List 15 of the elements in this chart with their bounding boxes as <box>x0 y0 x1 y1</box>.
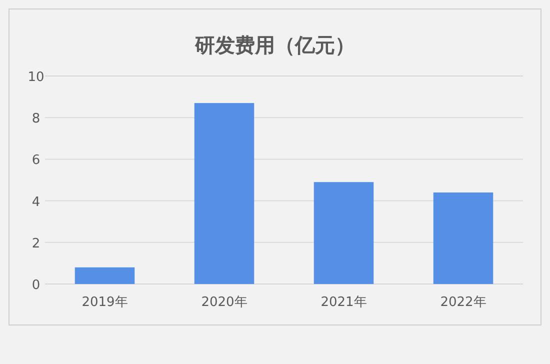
y-tick-label: 2 <box>32 236 40 252</box>
bar <box>194 103 254 284</box>
x-tick-label: 2019年 <box>82 295 128 310</box>
bar <box>74 267 135 284</box>
y-tick-label: 8 <box>32 112 40 127</box>
bar <box>433 192 494 284</box>
x-tick-label: 2021年 <box>320 295 367 310</box>
chart-title: 研发费用（亿元） <box>194 33 355 57</box>
y-tick-label: 6 <box>32 153 40 168</box>
x-tick-label: 2020年 <box>201 295 248 310</box>
y-tick-label: 10 <box>28 70 44 85</box>
y-tick-label: 4 <box>32 194 40 210</box>
y-tick-label: 0 <box>32 278 40 293</box>
x-tick-label: 2022年 <box>440 295 486 310</box>
bar <box>314 182 374 284</box>
